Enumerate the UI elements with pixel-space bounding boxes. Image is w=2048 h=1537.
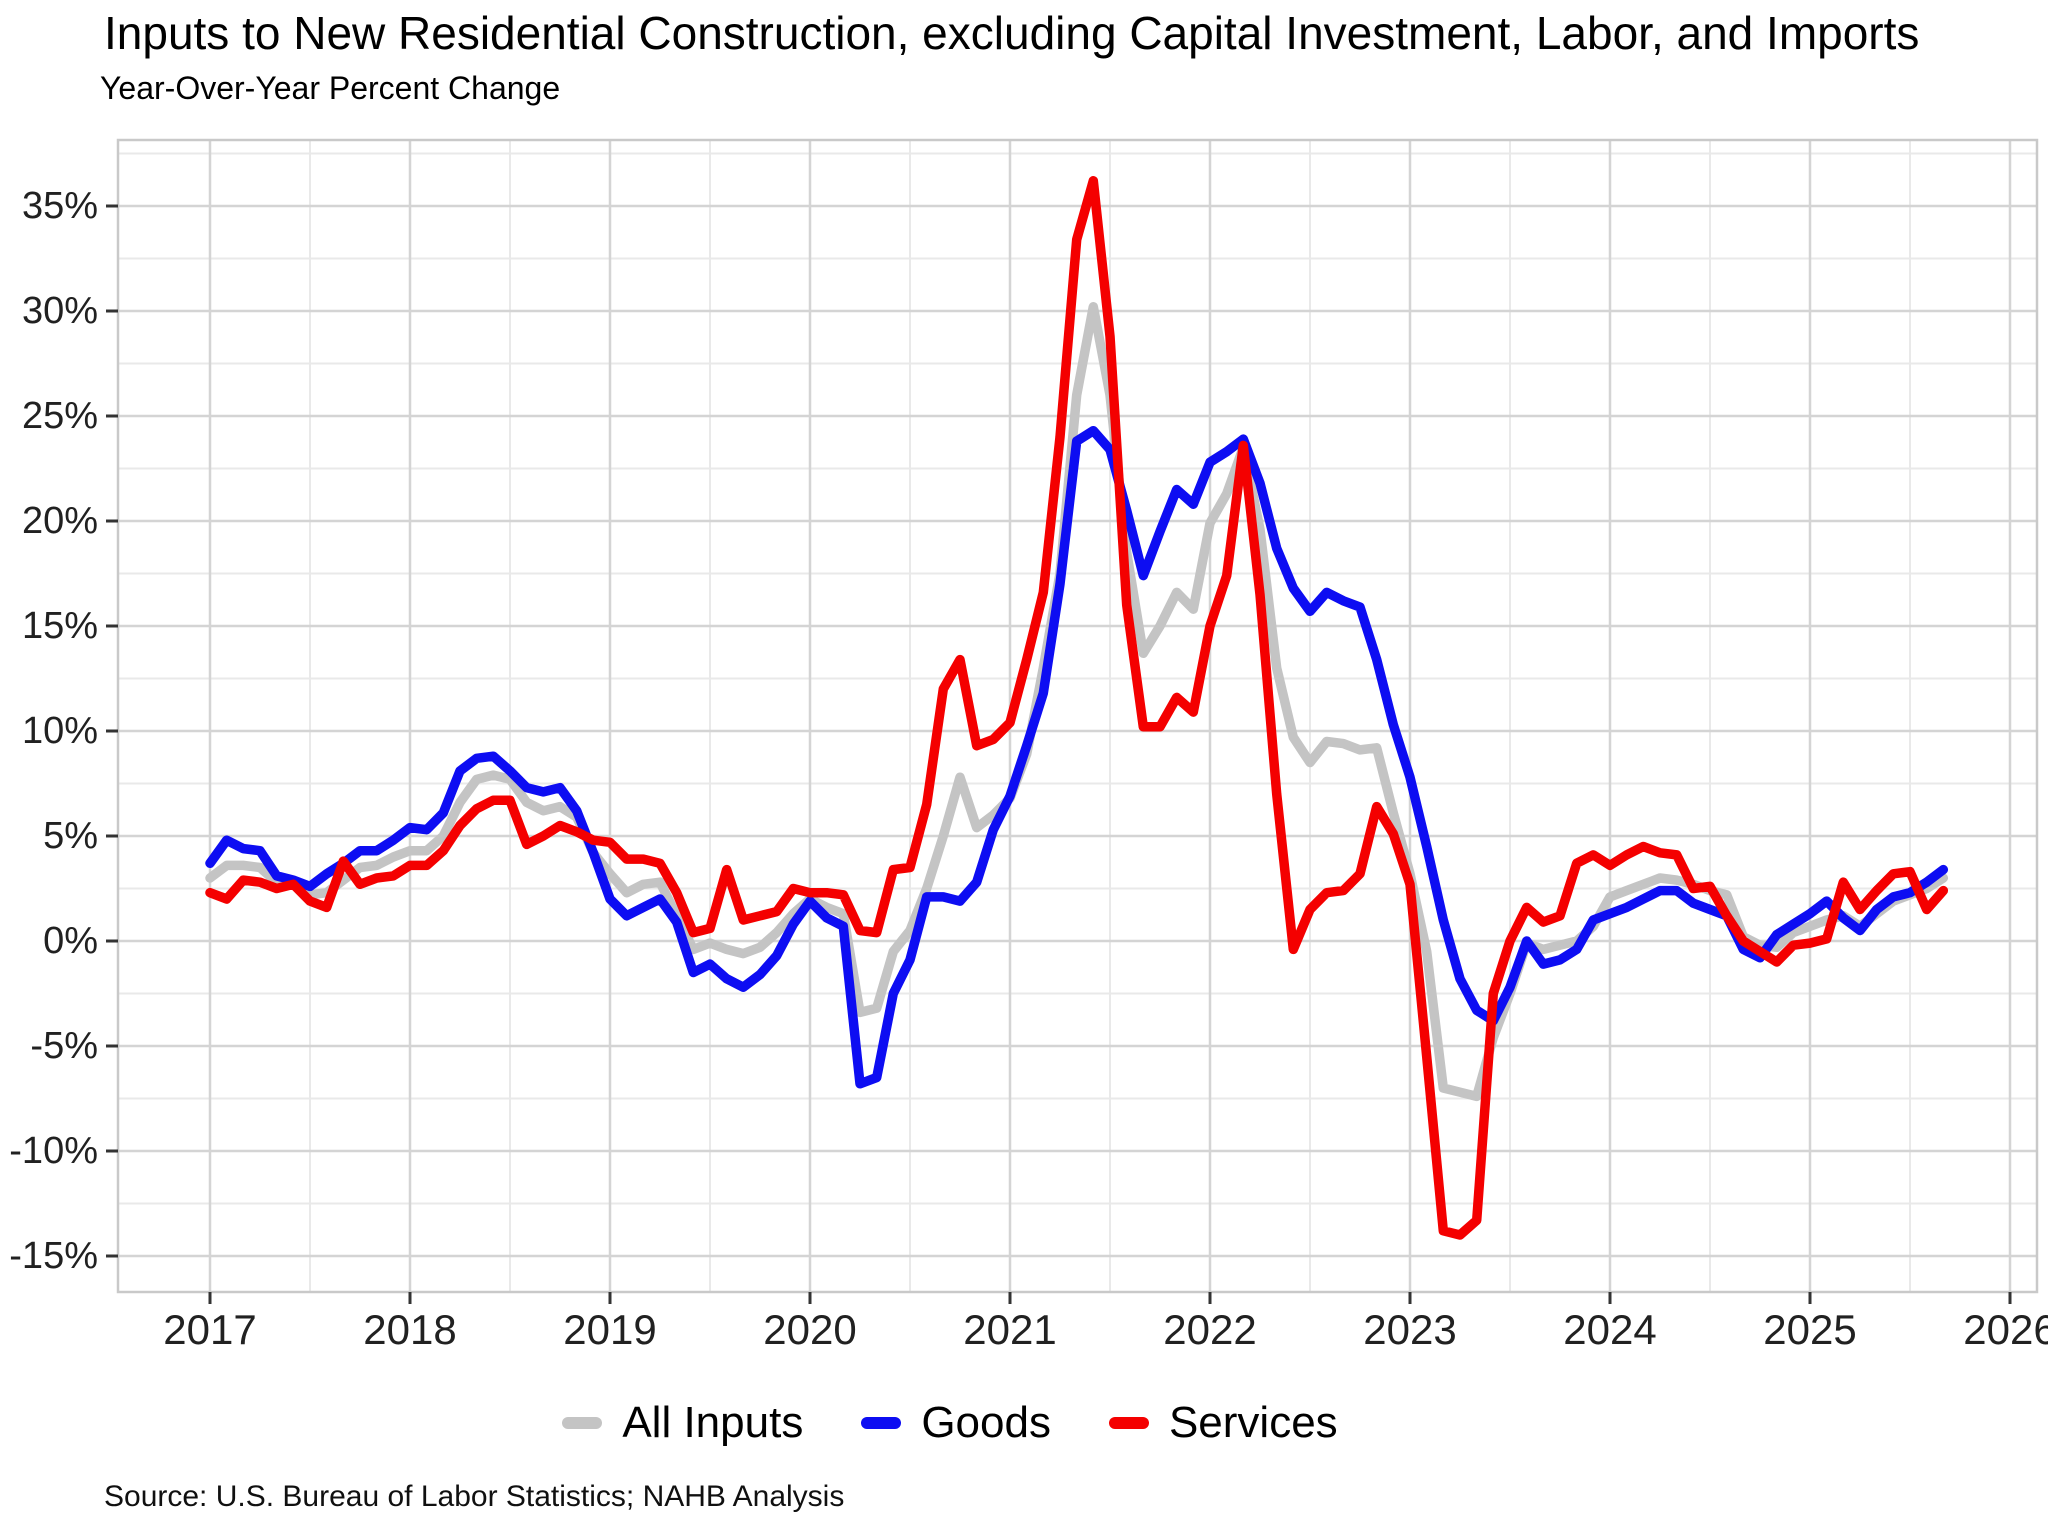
svg-text:30%: 30% (22, 290, 98, 332)
legend-item-goods: Goods (861, 1398, 1051, 1448)
legend-label-all-inputs: All Inputs (622, 1398, 804, 1447)
goods-swatch-icon (861, 1417, 902, 1429)
legend-label-goods: Goods (921, 1398, 1051, 1447)
svg-text:10%: 10% (22, 710, 98, 752)
svg-text:5%: 5% (43, 815, 98, 857)
all-inputs-swatch-icon (562, 1417, 603, 1429)
svg-text:2026: 2026 (1963, 1306, 2048, 1353)
svg-text:-5%: -5% (30, 1025, 98, 1067)
svg-text:0%: 0% (43, 920, 98, 962)
svg-text:-10%: -10% (9, 1130, 98, 1172)
legend-item-services: Services (1108, 1398, 1338, 1448)
legend-label-services: Services (1168, 1398, 1338, 1447)
svg-text:20%: 20% (22, 500, 98, 542)
svg-text:2019: 2019 (563, 1306, 656, 1353)
svg-text:2021: 2021 (963, 1306, 1056, 1353)
chart-subtitle: Year-Over-Year Percent Change (100, 70, 561, 106)
svg-text:2020: 2020 (763, 1306, 856, 1353)
svg-text:2023: 2023 (1363, 1306, 1456, 1353)
svg-text:2017: 2017 (163, 1306, 256, 1353)
services-swatch-icon (1108, 1417, 1149, 1429)
svg-text:15%: 15% (22, 605, 98, 647)
svg-text:-15%: -15% (9, 1235, 98, 1277)
svg-text:2018: 2018 (363, 1306, 456, 1353)
source-note: Source: U.S. Bureau of Labor Statistics;… (104, 1480, 845, 1513)
svg-text:2022: 2022 (1163, 1306, 1256, 1353)
svg-text:35%: 35% (22, 185, 98, 227)
svg-text:2025: 2025 (1763, 1306, 1856, 1353)
chart-legend: All Inputs Goods Services (0, 1398, 1900, 1448)
svg-text:25%: 25% (22, 395, 98, 437)
legend-item-all-inputs: All Inputs (562, 1398, 803, 1448)
svg-text:2024: 2024 (1563, 1306, 1656, 1353)
chart-title: Inputs to New Residential Construction, … (104, 7, 1920, 59)
